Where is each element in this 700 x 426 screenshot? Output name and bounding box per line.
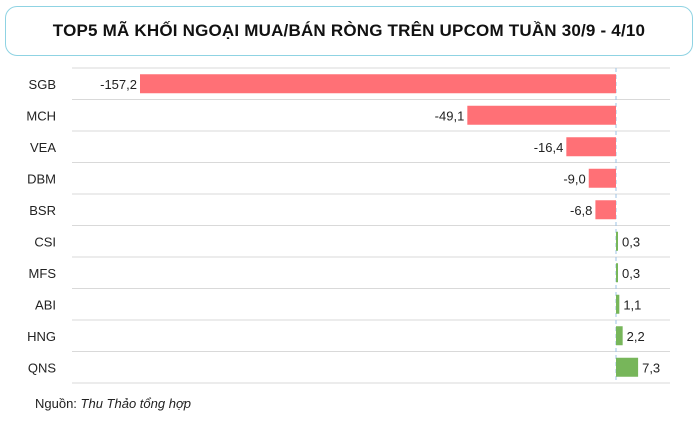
- source-note: Nguồn: Thu Thảo tổng hợp: [35, 396, 191, 411]
- bar-qns: [616, 357, 639, 377]
- value-label-bsr: -6,8: [570, 203, 592, 218]
- bar-vea: [566, 137, 616, 157]
- category-label-bsr: BSR: [29, 203, 56, 218]
- value-label-dbm: -9,0: [563, 171, 585, 186]
- category-label-csi: CSI: [34, 234, 56, 249]
- value-label-sgb: -157,2: [100, 77, 137, 92]
- value-label-hng: 2,2: [627, 329, 645, 344]
- value-label-csi: 0,3: [622, 234, 640, 249]
- bar-csi: [616, 231, 618, 251]
- title-box: TOP5 MÃ KHỐI NGOẠI MUA/BÁN RÒNG TRÊN UPC…: [5, 6, 693, 56]
- category-label-dbm: DBM: [27, 171, 56, 186]
- bar-dbm: [588, 168, 616, 188]
- category-label-abi: ABI: [35, 297, 56, 312]
- bar-hng: [616, 326, 623, 346]
- chart-title: TOP5 MÃ KHỐI NGOẠI MUA/BÁN RÒNG TRÊN UPC…: [52, 21, 646, 40]
- source-author: Thu Thảo tổng hợp: [80, 396, 192, 411]
- value-label-abi: 1,1: [623, 297, 641, 312]
- category-label-mch: MCH: [26, 108, 56, 123]
- category-label-sgb: SGB: [29, 77, 56, 92]
- source-label: Nguồn:: [35, 396, 77, 411]
- bar-abi: [616, 294, 620, 314]
- category-label-vea: VEA: [30, 140, 56, 155]
- category-label-hng: HNG: [27, 329, 56, 344]
- category-label-mfs: MFS: [29, 266, 57, 281]
- value-label-mfs: 0,3: [622, 266, 640, 281]
- bar-sgb: [140, 74, 616, 94]
- bar-bsr: [595, 200, 616, 220]
- value-label-mch: -49,1: [435, 108, 465, 123]
- category-label-qns: QNS: [28, 360, 57, 375]
- bar-mfs: [616, 263, 618, 283]
- value-label-vea: -16,4: [534, 140, 564, 155]
- bar-mch: [467, 105, 616, 125]
- value-label-qns: 7,3: [642, 360, 660, 375]
